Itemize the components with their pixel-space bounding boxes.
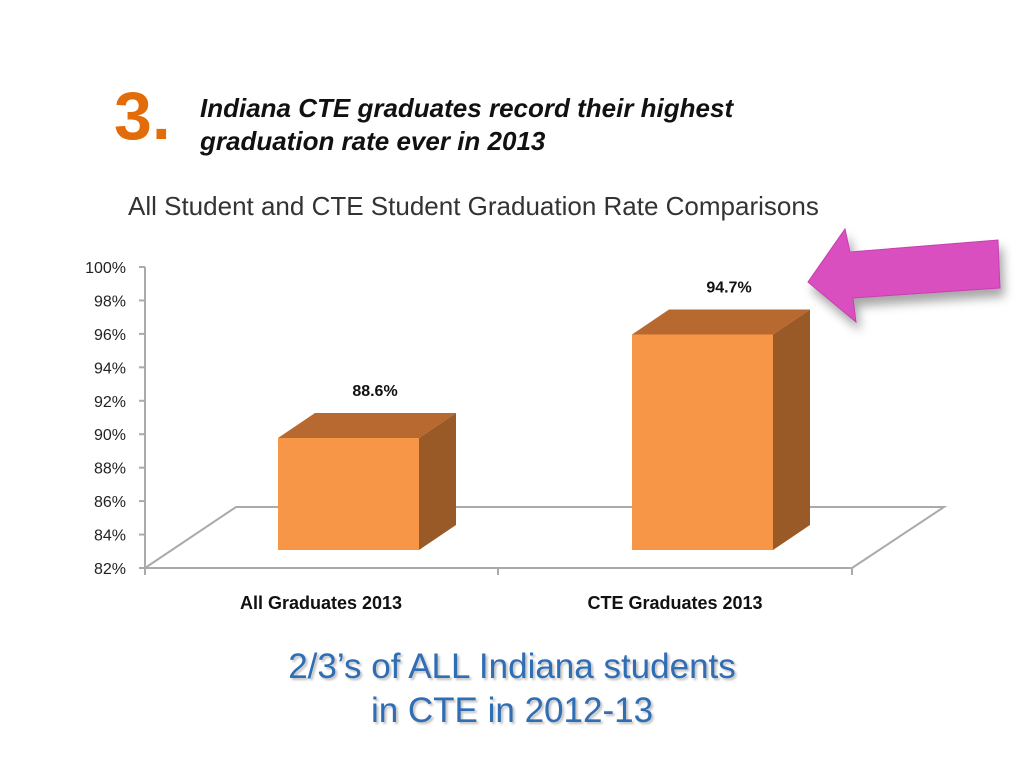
footer-text: 2/3’s of ALL Indiana students in CTE in … <box>0 645 1024 733</box>
y-tick-label: 96% <box>94 327 126 344</box>
bar: 88.6% All Graduates 2013 <box>240 383 456 613</box>
y-tick-label: 86% <box>94 494 126 511</box>
slide-number: 3. <box>114 78 171 154</box>
footer-line-2: in CTE in 2012-13 <box>370 691 654 730</box>
pointer-arrow-icon <box>807 227 1001 324</box>
headline: Indiana CTE graduates record their highe… <box>200 92 733 158</box>
y-tick-label: 90% <box>94 427 126 444</box>
y-tick-label: 98% <box>94 293 126 310</box>
x-category-label: All Graduates 2013 <box>240 593 402 613</box>
bar-side <box>419 413 456 550</box>
y-tick-label: 82% <box>94 561 126 578</box>
footer-line-1: 2/3’s of ALL Indiana students <box>288 647 736 686</box>
chart-floor <box>144 506 948 569</box>
y-tick-label: 100% <box>85 260 126 277</box>
y-tick-label: 88% <box>94 461 126 478</box>
headline-line-1: Indiana CTE graduates record their highe… <box>200 93 734 123</box>
data-label: 88.6% <box>352 383 397 400</box>
data-label: 94.7% <box>706 279 751 296</box>
bar: 94.7% CTE Graduates 2013 <box>587 279 810 613</box>
bar-front <box>632 334 773 550</box>
bar-front <box>278 438 419 550</box>
bar-top <box>632 309 810 335</box>
headline-line-2: graduation rate ever in 2013 <box>200 126 546 156</box>
x-category-label: CTE Graduates 2013 <box>587 593 762 613</box>
chart-title: All Student and CTE Student Graduation R… <box>128 191 819 221</box>
y-tick-label: 84% <box>94 528 126 545</box>
bar-top <box>278 413 456 438</box>
y-tick-label: 94% <box>94 360 126 377</box>
bar-side <box>773 309 810 550</box>
y-tick-label: 92% <box>94 394 126 411</box>
